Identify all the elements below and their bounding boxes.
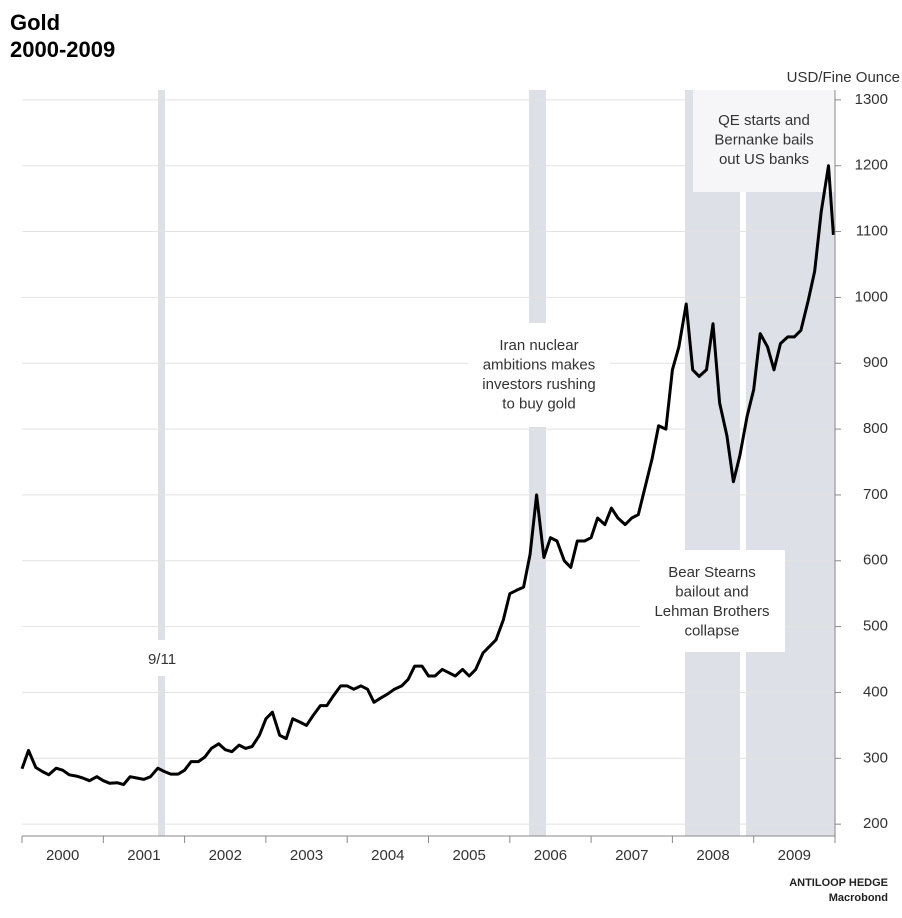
x-tick-label: 2007: [615, 847, 648, 864]
annotation: 9/11: [148, 651, 176, 668]
annotation-box: [693, 90, 835, 192]
x-tick-label: 2004: [371, 847, 404, 864]
x-tick-label: 2006: [534, 847, 567, 864]
annotation-boxes: [138, 90, 835, 676]
y-tick-label: 500: [863, 618, 888, 635]
x-tick-label: 2003: [290, 847, 323, 864]
y-tick-label: 200: [863, 815, 888, 832]
x-tick-label: 2002: [209, 847, 242, 864]
annotation: QE starts and Bernanke bails out US banks: [714, 112, 813, 168]
y-tick-label: 1200: [855, 157, 888, 174]
annotation: Bear Stearns bailout and Lehman Brothers co…: [654, 564, 769, 640]
y-tick-label: 700: [863, 486, 888, 503]
event-bands: [158, 90, 835, 836]
x-tick-label: 2009: [778, 847, 811, 864]
y-tick-label: 800: [863, 420, 888, 437]
source: ANTILOOP HEDGE: [789, 877, 888, 889]
y-tick-label: 1100: [856, 223, 888, 240]
x-tick-label: 2000: [46, 847, 79, 864]
annotation: Iran nuclear ambitions makes investors rus…: [482, 337, 595, 413]
chart-title: Gold: [10, 10, 60, 35]
y-tick-label: 600: [863, 552, 888, 569]
chart-subtitle: 2000-2009: [10, 37, 115, 62]
x-tick-label: 2005: [452, 847, 485, 864]
x-tick-label: 2008: [696, 847, 729, 864]
price-line: [20, 164, 835, 787]
annotation-box: [640, 550, 785, 652]
y-tick-label: 1000: [855, 288, 888, 305]
annotation-box: [138, 640, 186, 676]
y-tick-label: 400: [863, 683, 888, 700]
y-axis-label: USD/Fine Ounce: [787, 69, 900, 86]
plot: [20, 164, 835, 787]
y-tick-label: 900: [863, 354, 888, 371]
event-band: [158, 90, 165, 836]
y-tick-label: 300: [863, 749, 888, 766]
source-sub: Macrobond: [829, 892, 888, 904]
y-tick-label: 1300: [855, 91, 888, 108]
annotation-box: [468, 323, 610, 427]
x-tick-label: 2001: [127, 847, 160, 864]
event-band: [529, 90, 546, 836]
